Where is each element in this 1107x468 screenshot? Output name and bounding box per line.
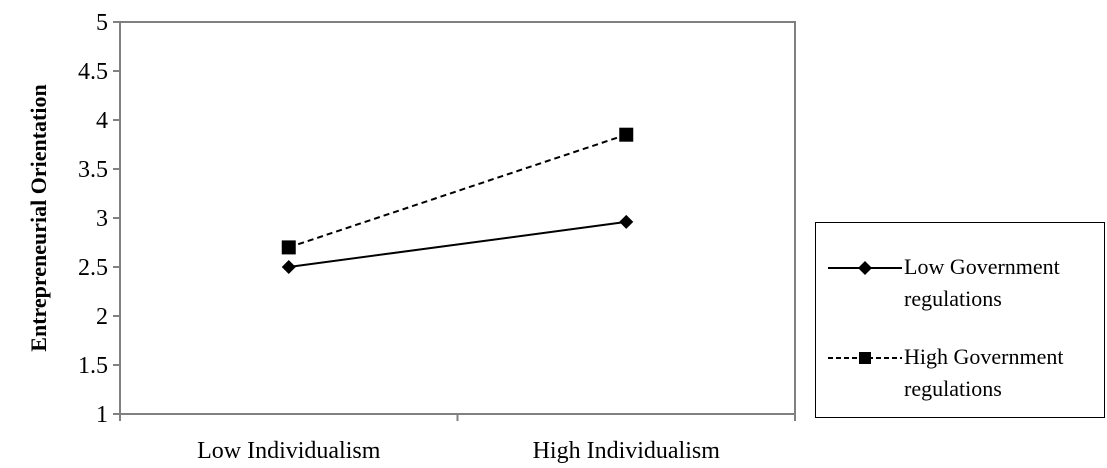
legend: Low Government regulations High Governme… (815, 222, 1105, 418)
legend-item-high-regulations: High Government regulations (816, 341, 1104, 421)
y-tick-label: 2 (96, 304, 108, 330)
y-tick-label: 5 (96, 10, 108, 36)
x-axis: Low Individualism High Individualism (119, 413, 796, 464)
y-axis: 1 1.5 2 2.5 3 3.5 4 4.5 5 (78, 10, 121, 428)
data-point-square (619, 127, 634, 142)
y-tick-label: 1.5 (78, 353, 108, 379)
legend-item-low-regulations: Low Government regulations (816, 251, 1104, 331)
y-tick-label: 4.5 (78, 59, 108, 85)
x-category-label: Low Individualism (197, 438, 381, 464)
data-point-diamond (281, 260, 296, 274)
data-point-square (281, 240, 296, 255)
y-tick-label: 4 (96, 108, 108, 134)
plot-area (119, 21, 796, 415)
legend-label: Low Government regulations (904, 254, 1060, 311)
y-tick-label: 2.5 (78, 255, 108, 281)
plot-frame (119, 21, 796, 415)
series-layer (281, 127, 634, 274)
data-point-diamond (619, 214, 634, 229)
y-tick-label: 3 (96, 206, 108, 232)
x-category-label: High Individualism (533, 438, 721, 464)
legend-swatch-diamond-solid (828, 261, 902, 275)
legend-swatch-square-dashed (828, 352, 902, 364)
y-tick-label: 1 (96, 402, 108, 428)
y-tick-label: 3.5 (78, 157, 108, 183)
series-line-1 (288, 220, 627, 268)
legend-label: High Government regulations (904, 344, 1064, 401)
series-line-2 (288, 133, 627, 249)
y-axis-label: Entrepreneurial Orientation (26, 84, 51, 351)
line-chart: 1 1.5 2 2.5 3 3.5 4 4.5 5 Low Individualism High … (26, 10, 796, 464)
